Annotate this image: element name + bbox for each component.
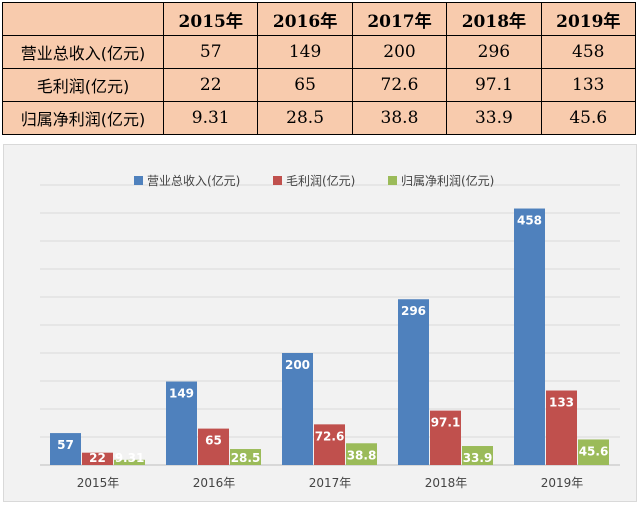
data-label: 97.1	[431, 416, 461, 430]
table-header-cell: 2015年	[162, 2, 259, 36]
data-label: 45.6	[579, 444, 609, 458]
bar	[546, 390, 577, 465]
legend-swatch	[388, 176, 397, 185]
table-cell: 22	[162, 68, 259, 102]
table-cell: 45.6	[540, 101, 637, 135]
table-header-cell: 2017年	[351, 2, 448, 36]
table-cell: 72.6	[351, 68, 448, 102]
data-label: 65	[205, 434, 222, 448]
data-label: 72.6	[315, 429, 345, 443]
bar-chart: 营业总收入(亿元) 毛利润(亿元) 归属净利润(亿元) 57 22 9.31 2015年 14…	[40, 173, 620, 490]
table-cell: 33.9	[446, 101, 542, 135]
data-label: 9.31	[115, 451, 145, 465]
table-row: 毛利润(亿元) 22 65 72.6 97.1 133	[2, 68, 637, 102]
legend-swatch	[273, 176, 282, 185]
bar	[462, 446, 493, 465]
bar	[198, 428, 229, 465]
table-cell: 57	[162, 35, 259, 69]
table-cell: 38.8	[351, 101, 448, 135]
table-cell: 28.5	[257, 101, 353, 135]
data-label: 458	[517, 214, 542, 228]
bar	[230, 449, 261, 465]
bar	[514, 208, 545, 465]
table-header-row: 2015年 2016年 2017年 2018年 2019年	[2, 2, 637, 36]
bar	[166, 381, 197, 465]
table-cell: 458	[540, 35, 637, 69]
chart-area: 营业总收入(亿元) 毛利润(亿元) 归属净利润(亿元) 57 22 9.31 2015年 14…	[3, 144, 637, 502]
x-tick-label: 2019年	[541, 476, 584, 490]
table-cell: 200	[351, 35, 448, 69]
data-label: 133	[549, 396, 574, 410]
data-table: 2015年 2016年 2017年 2018年 2019年 营业总收入(亿元) …	[2, 2, 637, 135]
legend-label: 归属净利润(亿元)	[401, 173, 494, 188]
bar	[398, 299, 429, 465]
table-header-cell: 2016年	[257, 2, 353, 36]
data-label: 149	[169, 387, 194, 401]
x-tick-label: 2015年	[77, 476, 120, 490]
bar	[50, 433, 81, 465]
data-label: 57	[57, 438, 74, 452]
legend-label: 营业总收入(亿元)	[147, 173, 240, 188]
bar	[346, 443, 377, 465]
x-tick-label: 2016年	[193, 476, 236, 490]
table-header-cell: 2018年	[446, 2, 542, 36]
bar	[282, 353, 313, 465]
table-cell: 296	[446, 35, 542, 69]
bar	[578, 439, 609, 465]
table-corner-cell	[2, 2, 164, 36]
table-cell: 65	[257, 68, 353, 102]
x-tick-label: 2018年	[425, 476, 468, 490]
table-header-cell: 2019年	[540, 2, 637, 36]
legend-label: 毛利润(亿元)	[286, 173, 355, 188]
row-label: 归属净利润(亿元)	[2, 101, 164, 135]
table-cell: 97.1	[446, 68, 542, 102]
table-row: 营业总收入(亿元) 57 149 200 296 458	[2, 35, 637, 69]
data-label: 296	[401, 304, 426, 318]
table-cell: 9.31	[162, 101, 259, 135]
table-row: 归属净利润(亿元) 9.31 28.5 38.8 33.9 45.6	[2, 101, 637, 135]
legend-swatch	[134, 176, 143, 185]
bar	[82, 452, 113, 465]
data-label: 22	[89, 451, 106, 465]
data-label: 38.8	[347, 448, 377, 462]
data-label: 28.5	[231, 451, 261, 465]
table-cell: 149	[257, 35, 353, 69]
data-label: 33.9	[463, 451, 493, 465]
row-label: 毛利润(亿元)	[2, 68, 164, 102]
bar	[430, 410, 461, 465]
table-cell: 133	[540, 68, 637, 102]
row-label: 营业总收入(亿元)	[2, 35, 164, 69]
bar	[114, 459, 145, 465]
x-tick-label: 2017年	[309, 476, 352, 490]
data-label: 200	[285, 358, 310, 372]
bar	[314, 424, 345, 465]
